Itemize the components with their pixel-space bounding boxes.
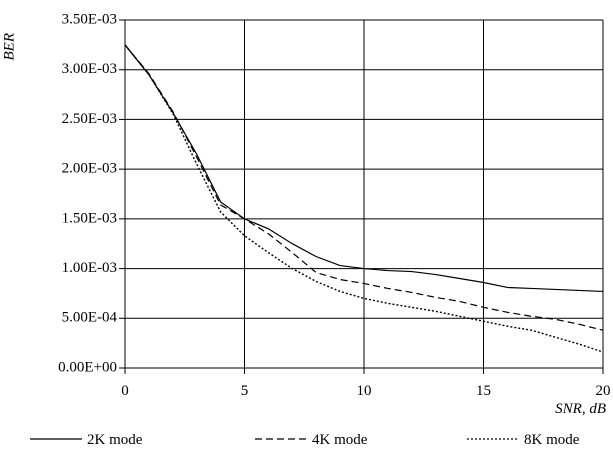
series-line-dotted: [124, 44, 604, 353]
x-tick-label: 10: [357, 383, 372, 399]
series-line-dashed: [124, 44, 604, 331]
x-tick-label: 15: [476, 383, 491, 399]
y-tick-label: 3.00E-03: [62, 61, 117, 77]
legend: 2K mode 4K mode 8K mode: [30, 432, 580, 448]
x-tick-label: 20: [596, 383, 611, 399]
y-tick-label: 2.50E-03: [62, 111, 117, 127]
series-line-solid: [124, 44, 604, 293]
x-axis-title: SNR, dB: [555, 401, 606, 417]
x-tick-label: 0: [121, 383, 129, 399]
x-tick-label: 5: [241, 383, 249, 399]
legend-label: 4K mode: [312, 432, 368, 448]
y-tick-label: 1.50E-03: [62, 210, 117, 226]
y-tick-label: 1.00E-03: [62, 260, 117, 276]
grid-lines: [125, 19, 604, 368]
y-tick-label: 2.00E-03: [62, 161, 117, 177]
legend-label: 2K mode: [87, 432, 143, 448]
y-tick-label: 3.50E-03: [62, 11, 117, 27]
axes: [119, 19, 604, 374]
y-tick-label: 0.00E+00: [58, 359, 117, 375]
tick-labels: 0.00E+00 5.00E-04 1.00E-03 1.50E-03 2.00E-03…: [58, 11, 610, 399]
y-tick-label: 5.00E-04: [62, 310, 118, 326]
y-axis-title: BER: [1, 33, 17, 61]
legend-label: 8K mode: [524, 432, 580, 448]
series-lines: [124, 44, 604, 353]
